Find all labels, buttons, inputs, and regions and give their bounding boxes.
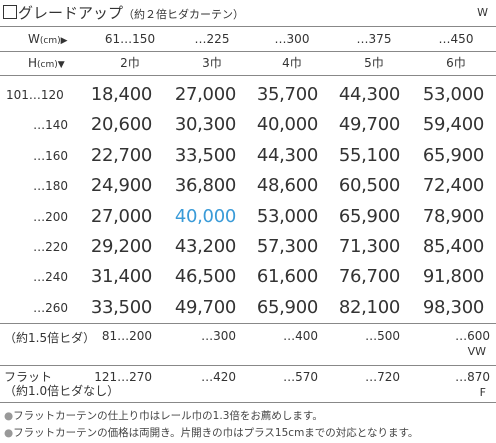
width-col-4: …375 bbox=[356, 32, 392, 46]
pleat15-col-4: …500 bbox=[365, 329, 400, 343]
panel-col-5: 6巾 bbox=[446, 56, 466, 70]
separator-pleat15 bbox=[0, 323, 496, 324]
table-row: …220 29,200 43,200 57,300 71,300 85,400 bbox=[0, 232, 496, 262]
row-height-label: 101…120 bbox=[6, 88, 64, 102]
triangle-down-icon: ▼ bbox=[57, 60, 65, 70]
pleat15-col-3: …400 bbox=[283, 329, 318, 343]
price-cell: 49,700 bbox=[174, 296, 236, 318]
price-cell: 53,000 bbox=[422, 84, 484, 105]
width-col-2: …225 bbox=[194, 32, 230, 46]
table-row: …140 20,600 30,300 40,000 49,700 59,400 bbox=[0, 110, 496, 140]
triangle-right-icon: ▶ bbox=[60, 36, 68, 46]
price-cell: 33,500 bbox=[90, 296, 152, 318]
price-cell: 24,900 bbox=[90, 175, 152, 197]
height-header-row: H(cm)▼ 2巾 3巾 4巾 5巾 6巾 bbox=[0, 51, 496, 76]
price-cell: 65,900 bbox=[422, 144, 484, 166]
row-height-label: …140 bbox=[33, 118, 68, 133]
flat-col-1: 121…270 bbox=[94, 370, 152, 384]
row-height-label: …180 bbox=[33, 179, 68, 194]
price-cell: 85,400 bbox=[422, 236, 484, 257]
title-main: グレードアップ bbox=[18, 4, 124, 22]
price-cell: 18,400 bbox=[90, 84, 152, 105]
price-cell: 76,700 bbox=[338, 266, 400, 288]
row-height-label: …240 bbox=[33, 270, 68, 285]
price-cell: 30,300 bbox=[174, 114, 236, 136]
price-cell: 55,100 bbox=[338, 144, 400, 166]
flat-col-2: …420 bbox=[201, 370, 236, 384]
row-height-label: …260 bbox=[33, 300, 68, 315]
note-2: ●フラットカーテンの価格は両開き。片開きの巾はプラス15cmまでの対応となります… bbox=[4, 427, 419, 439]
row-height-label: …220 bbox=[33, 240, 68, 254]
flat-label-1: フラット bbox=[4, 370, 53, 384]
width-header-row: W(cm)▶ 61…150 …225 …300 …375 …450 bbox=[0, 26, 496, 52]
separator-notes bbox=[0, 402, 496, 403]
pleat15-col-2: …300 bbox=[201, 329, 236, 343]
panel-col-4: 5巾 bbox=[364, 56, 384, 70]
price-cell: 65,900 bbox=[256, 296, 318, 318]
pleat15-col-1: 81…200 bbox=[101, 329, 152, 343]
price-cell: 31,400 bbox=[90, 266, 152, 288]
price-cell: 22,700 bbox=[90, 144, 152, 166]
price-cell: 65,900 bbox=[338, 205, 400, 227]
table-row: …240 31,400 46,500 61,600 76,700 91,800 bbox=[0, 262, 496, 292]
price-cell: 33,500 bbox=[174, 144, 236, 166]
price-cell: 59,400 bbox=[422, 114, 484, 136]
price-cell: 46,500 bbox=[174, 266, 236, 288]
row-height-label: …160 bbox=[33, 148, 68, 163]
width-col-5: …450 bbox=[438, 32, 474, 46]
price-cell: 82,100 bbox=[338, 296, 400, 318]
price-cell: 98,300 bbox=[422, 296, 484, 318]
flat-unit: F bbox=[479, 386, 486, 399]
price-cell: 40,000 bbox=[174, 205, 236, 227]
table-row: …260 33,500 49,700 65,900 82,100 98,300 bbox=[0, 293, 496, 323]
price-cell: 71,300 bbox=[338, 236, 400, 257]
price-cell: 61,600 bbox=[256, 266, 318, 288]
table-row: …160 22,700 33,500 44,300 55,100 65,900 bbox=[0, 141, 496, 171]
price-cell: 49,700 bbox=[338, 114, 400, 136]
price-cell: 57,300 bbox=[256, 236, 318, 257]
price-cell: 60,500 bbox=[338, 175, 400, 197]
pleat15-col-5: …600 bbox=[455, 329, 490, 343]
panel-col-3: 4巾 bbox=[282, 56, 302, 70]
separator-flat bbox=[0, 365, 496, 366]
price-cell: 44,300 bbox=[256, 144, 318, 166]
width-col-1: 61…150 bbox=[104, 32, 156, 46]
price-cell: 35,700 bbox=[256, 84, 318, 105]
pleat15-unit: VW bbox=[467, 345, 486, 358]
price-cell: 20,600 bbox=[90, 114, 152, 136]
title-sub: （約２倍ヒダカーテン） bbox=[123, 8, 245, 21]
flat-col-3: …570 bbox=[283, 370, 318, 384]
flat-col-4: …720 bbox=[365, 370, 400, 384]
width-header-label: W(cm)▶ bbox=[28, 32, 68, 46]
height-header-label: H(cm)▼ bbox=[28, 56, 65, 70]
unit-label-w: W bbox=[477, 6, 488, 19]
panel-col-2: 3巾 bbox=[202, 56, 222, 70]
panel-col-1: 2巾 bbox=[120, 56, 140, 70]
width-col-3: …300 bbox=[274, 32, 310, 46]
price-cell: 44,300 bbox=[338, 84, 400, 105]
table-row: …200 27,000 40,000 53,000 65,900 78,900 bbox=[0, 202, 496, 232]
row-height-label: …200 bbox=[33, 209, 68, 224]
price-cell: 40,000 bbox=[256, 114, 318, 136]
note-1: ●フラットカーテンの仕上り巾はレール巾の1.3倍をお薦めします。 bbox=[4, 410, 323, 422]
price-cell: 27,000 bbox=[90, 205, 152, 227]
price-cell: 29,200 bbox=[90, 236, 152, 257]
price-cell: 27,000 bbox=[174, 84, 236, 105]
flat-col-5: …870 bbox=[455, 370, 490, 384]
price-cell: 43,200 bbox=[174, 236, 236, 257]
bullet-circle-icon: ● bbox=[4, 427, 14, 439]
price-cell: 78,900 bbox=[422, 205, 484, 227]
price-cell: 48,600 bbox=[256, 175, 318, 197]
price-cell: 53,000 bbox=[256, 205, 318, 227]
checkbox-square-icon bbox=[3, 5, 17, 19]
table-title: グレードアップ（約２倍ヒダカーテン） bbox=[3, 2, 244, 23]
flat-label-2: （約1.0倍ヒダなし） bbox=[4, 384, 120, 398]
price-cell: 36,800 bbox=[174, 175, 236, 197]
table-row: 101…120 18,400 27,000 35,700 44,300 53,000 bbox=[0, 80, 496, 110]
pleat15-label: （約1.5倍ヒダ） bbox=[4, 331, 96, 345]
price-cell: 72,400 bbox=[422, 175, 484, 197]
table-row: …180 24,900 36,800 48,600 60,500 72,400 bbox=[0, 171, 496, 201]
bullet-circle-icon: ● bbox=[4, 410, 14, 422]
price-cell: 91,800 bbox=[422, 266, 484, 288]
